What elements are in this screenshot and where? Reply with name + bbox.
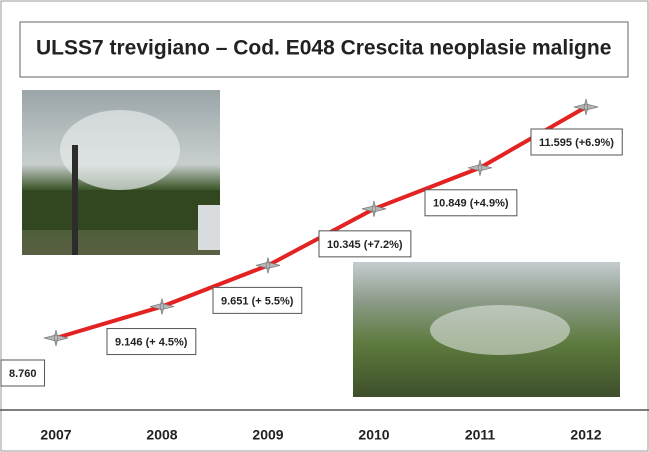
photo-mist xyxy=(430,305,570,355)
chart-title: ULSS7 trevigiano – Cod. E048 Crescita ne… xyxy=(36,37,611,60)
photo-car xyxy=(198,205,220,250)
page: {"chart_data": {"type": "line", "title":… xyxy=(0,0,649,452)
photo-hedge xyxy=(22,190,220,230)
value-label: 9.146 (+ 4.5%) xyxy=(115,336,188,348)
value-label: 8.760 xyxy=(9,368,37,380)
photo-pole xyxy=(72,145,78,255)
x-tick-label: 2011 xyxy=(465,427,496,443)
value-label: 9.651 (+ 5.5%) xyxy=(221,295,294,307)
x-tick-label: 2008 xyxy=(146,427,177,443)
value-label: 10.849 (+4.9%) xyxy=(433,198,509,210)
value-label: 11.595 (+6.9%) xyxy=(539,137,614,149)
value-label: 10.345 (+7.2%) xyxy=(327,239,403,251)
x-tick-label: 2009 xyxy=(252,427,283,443)
x-tick-label: 2007 xyxy=(40,427,71,443)
x-tick-label: 2010 xyxy=(358,427,389,443)
chart: ULSS7 trevigiano – Cod. E048 Crescita ne… xyxy=(0,0,649,452)
x-tick-label: 2012 xyxy=(570,427,601,443)
